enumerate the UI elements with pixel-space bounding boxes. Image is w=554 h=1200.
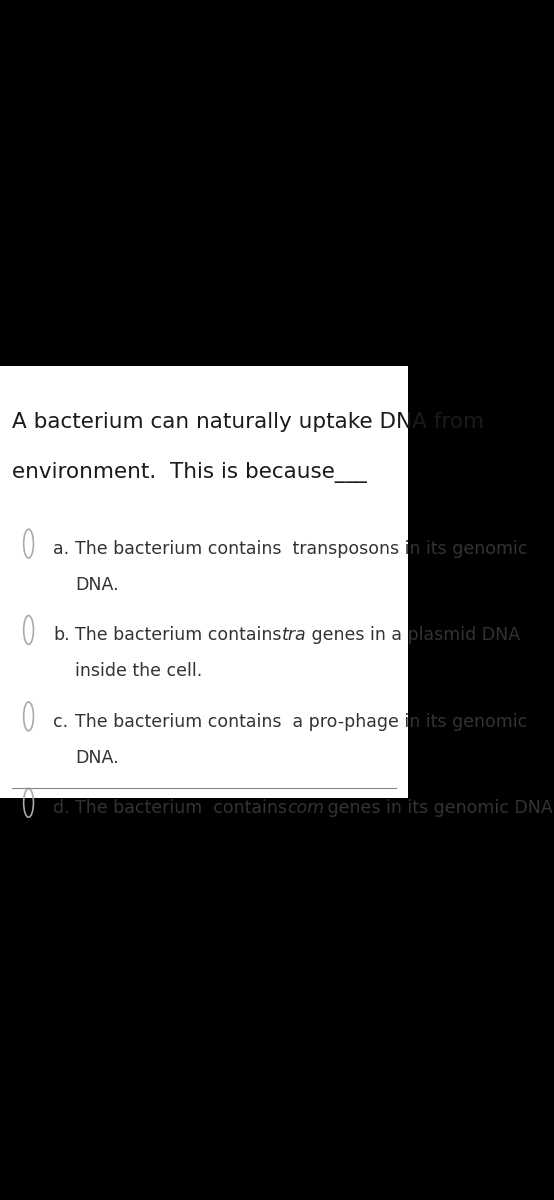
Text: d.: d. (53, 799, 70, 817)
Text: genes in its genomic DNA.: genes in its genomic DNA. (322, 799, 554, 817)
Text: The bacterium  contains: The bacterium contains (75, 799, 299, 817)
Text: genes in a plasmid DNA: genes in a plasmid DNA (305, 626, 520, 644)
Text: DNA.: DNA. (75, 749, 119, 767)
Bar (0, 366, 408, 798)
Text: environment.  This is because___: environment. This is because___ (12, 462, 367, 484)
Text: inside the cell.: inside the cell. (75, 662, 203, 680)
Text: DNA.: DNA. (75, 576, 119, 594)
Text: com: com (288, 799, 324, 817)
Text: A bacterium can naturally uptake DNA from: A bacterium can naturally uptake DNA fro… (12, 412, 484, 432)
Text: The bacterium contains  transposons in its genomic: The bacterium contains transposons in it… (75, 540, 528, 558)
Text: a.: a. (53, 540, 69, 558)
Text: tra: tra (282, 626, 307, 644)
Text: b.: b. (53, 626, 70, 644)
Text: The bacterium contains: The bacterium contains (75, 626, 293, 644)
Text: The bacterium contains  a pro-phage in its genomic: The bacterium contains a pro-phage in it… (75, 713, 528, 731)
Text: c.: c. (53, 713, 68, 731)
